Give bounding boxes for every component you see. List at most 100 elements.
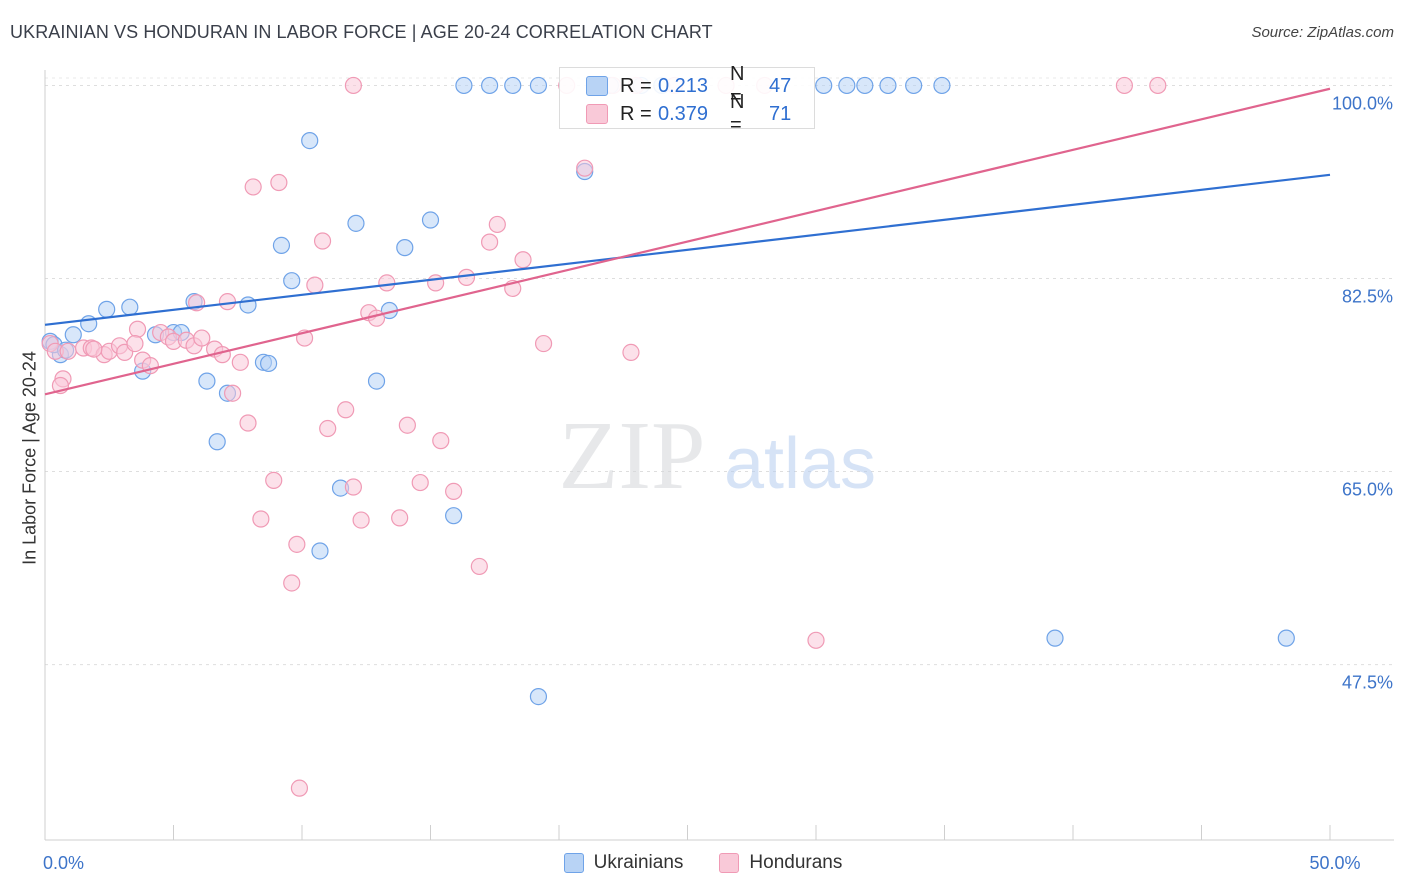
- data-point-ukrainians: [445, 507, 463, 525]
- data-point-hondurans: [313, 232, 332, 250]
- data-point-hondurans: [576, 159, 594, 177]
- trend-lines: [44, 87, 1331, 396]
- data-point-ukrainians: [879, 76, 897, 95]
- y-tick-label: 82.5%: [1342, 286, 1393, 306]
- y-tick-label: 47.5%: [1342, 673, 1393, 693]
- data-point-hondurans: [427, 274, 445, 292]
- data-point-ukrainians: [198, 372, 216, 390]
- data-point-ukrainians: [529, 76, 548, 95]
- data-point-ukrainians: [1277, 629, 1295, 647]
- data-point-hondurans: [1115, 76, 1134, 95]
- data-point-ukrainians: [1046, 629, 1064, 647]
- stats-r-value: 0.213: [658, 74, 709, 97]
- watermark-zip: ZIP: [559, 402, 706, 510]
- data-point-ukrainians: [121, 298, 139, 316]
- legend-label-hondurans: Hondurans: [749, 852, 843, 873]
- data-point-hondurans: [398, 416, 416, 434]
- tick-labels: 100.0% 82.5% 65.0% 47.5% 0.0% 50.0%: [43, 93, 1393, 873]
- data-point-ukrainians: [933, 76, 951, 95]
- data-point-hondurans: [231, 353, 249, 371]
- data-point-hondurans: [391, 509, 409, 527]
- data-point-hondurans: [218, 293, 237, 311]
- stats-r-label: R =: [620, 102, 652, 125]
- stats-n-label: N =: [730, 63, 745, 108]
- data-point-hondurans: [126, 334, 144, 353]
- y-tick-label: 65.0%: [1342, 480, 1393, 500]
- data-point-hondurans: [470, 557, 488, 576]
- data-point-hondurans: [344, 76, 362, 95]
- data-point-ukrainians: [396, 239, 414, 257]
- data-point-hondurans: [239, 414, 257, 432]
- legend-item-ukrainians[interactable]: Ukrainians: [563, 852, 684, 874]
- y-tick-label: 100.0%: [1332, 93, 1393, 113]
- data-point-ukrainians: [905, 76, 923, 95]
- stats-n-value: 47: [769, 74, 792, 97]
- data-point-hondurans: [488, 215, 506, 234]
- trend-line-hondurans: [44, 87, 1331, 396]
- data-point-ukrainians: [529, 687, 548, 706]
- data-point-hondurans: [432, 432, 450, 450]
- data-point-ukrainians: [347, 214, 365, 232]
- data-point-hondurans: [319, 419, 337, 438]
- data-point-ukrainians: [283, 272, 301, 290]
- data-point-hondurans: [288, 535, 306, 553]
- data-point-ukrainians: [455, 76, 473, 95]
- data-point-hondurans: [283, 574, 301, 592]
- data-point-ukrainians: [98, 300, 116, 318]
- data-point-ukrainians: [815, 76, 833, 95]
- data-point-hondurans: [445, 482, 463, 501]
- data-point-hondurans: [344, 478, 362, 496]
- data-point-hondurans: [244, 178, 262, 196]
- axes: [44, 70, 1394, 841]
- stats-swatch-ukrainians: [586, 76, 608, 96]
- data-point-hondurans: [352, 511, 370, 529]
- data-point-hondurans: [290, 779, 309, 797]
- data-point-hondurans: [306, 276, 324, 294]
- legend-item-hondurans[interactable]: Hondurans: [719, 852, 842, 874]
- x-tick-label: 0.0%: [43, 853, 84, 873]
- chart-title: UKRAINIAN VS HONDURAN IN LABOR FORCE | A…: [10, 22, 713, 42]
- chart-source: Source: ZipAtlas.com: [1251, 24, 1394, 41]
- data-point-hondurans: [224, 384, 242, 402]
- data-point-hondurans: [514, 251, 532, 269]
- data-point-ukrainians: [208, 433, 226, 451]
- data-point-ukrainians: [301, 132, 319, 150]
- legend-label-ukrainians: Ukrainians: [593, 852, 684, 873]
- data-point-ukrainians: [311, 542, 329, 560]
- legend-swatch-ukrainians: [563, 853, 584, 873]
- data-point-ukrainians: [504, 76, 522, 95]
- data-point-ukrainians: [367, 372, 386, 390]
- stats-swatch-hondurans: [586, 104, 608, 124]
- stats-box: R = 0.213 N = 47 R = 0.379 N = 71: [559, 63, 815, 136]
- stats-n-value: 71: [769, 102, 792, 125]
- data-point-ukrainians: [838, 76, 856, 95]
- data-point-hondurans: [59, 342, 77, 360]
- watermark-atlas: atlas: [724, 424, 876, 504]
- data-point-hondurans: [337, 401, 355, 419]
- stats-n-label: N =: [730, 91, 745, 136]
- trend-line-ukrainians: [44, 173, 1331, 326]
- stats-r-value: 0.379: [658, 102, 709, 125]
- data-point-ukrainians: [856, 76, 874, 95]
- data-point-hondurans: [252, 510, 270, 528]
- data-point-hondurans: [265, 471, 283, 489]
- data-point-ukrainians: [64, 326, 82, 344]
- legend-swatch-hondurans: [719, 853, 740, 873]
- data-point-hondurans: [85, 340, 103, 358]
- data-point-hondurans: [411, 473, 429, 492]
- data-point-hondurans: [378, 274, 396, 292]
- data-point-hondurans: [128, 320, 147, 338]
- data-point-hondurans: [270, 173, 288, 192]
- data-point-hondurans: [1149, 76, 1167, 95]
- data-point-hondurans: [807, 631, 825, 649]
- data-point-hondurans: [534, 334, 553, 353]
- data-point-ukrainians: [421, 211, 440, 229]
- gridlines: [45, 77, 1394, 666]
- watermark: ZIP atlas: [559, 402, 877, 510]
- data-point-hondurans: [193, 329, 211, 347]
- data-point-hondurans: [481, 233, 499, 251]
- data-point-hondurans: [622, 343, 640, 362]
- stats-r-label: R =: [620, 74, 652, 97]
- data-point-ukrainians: [259, 354, 278, 373]
